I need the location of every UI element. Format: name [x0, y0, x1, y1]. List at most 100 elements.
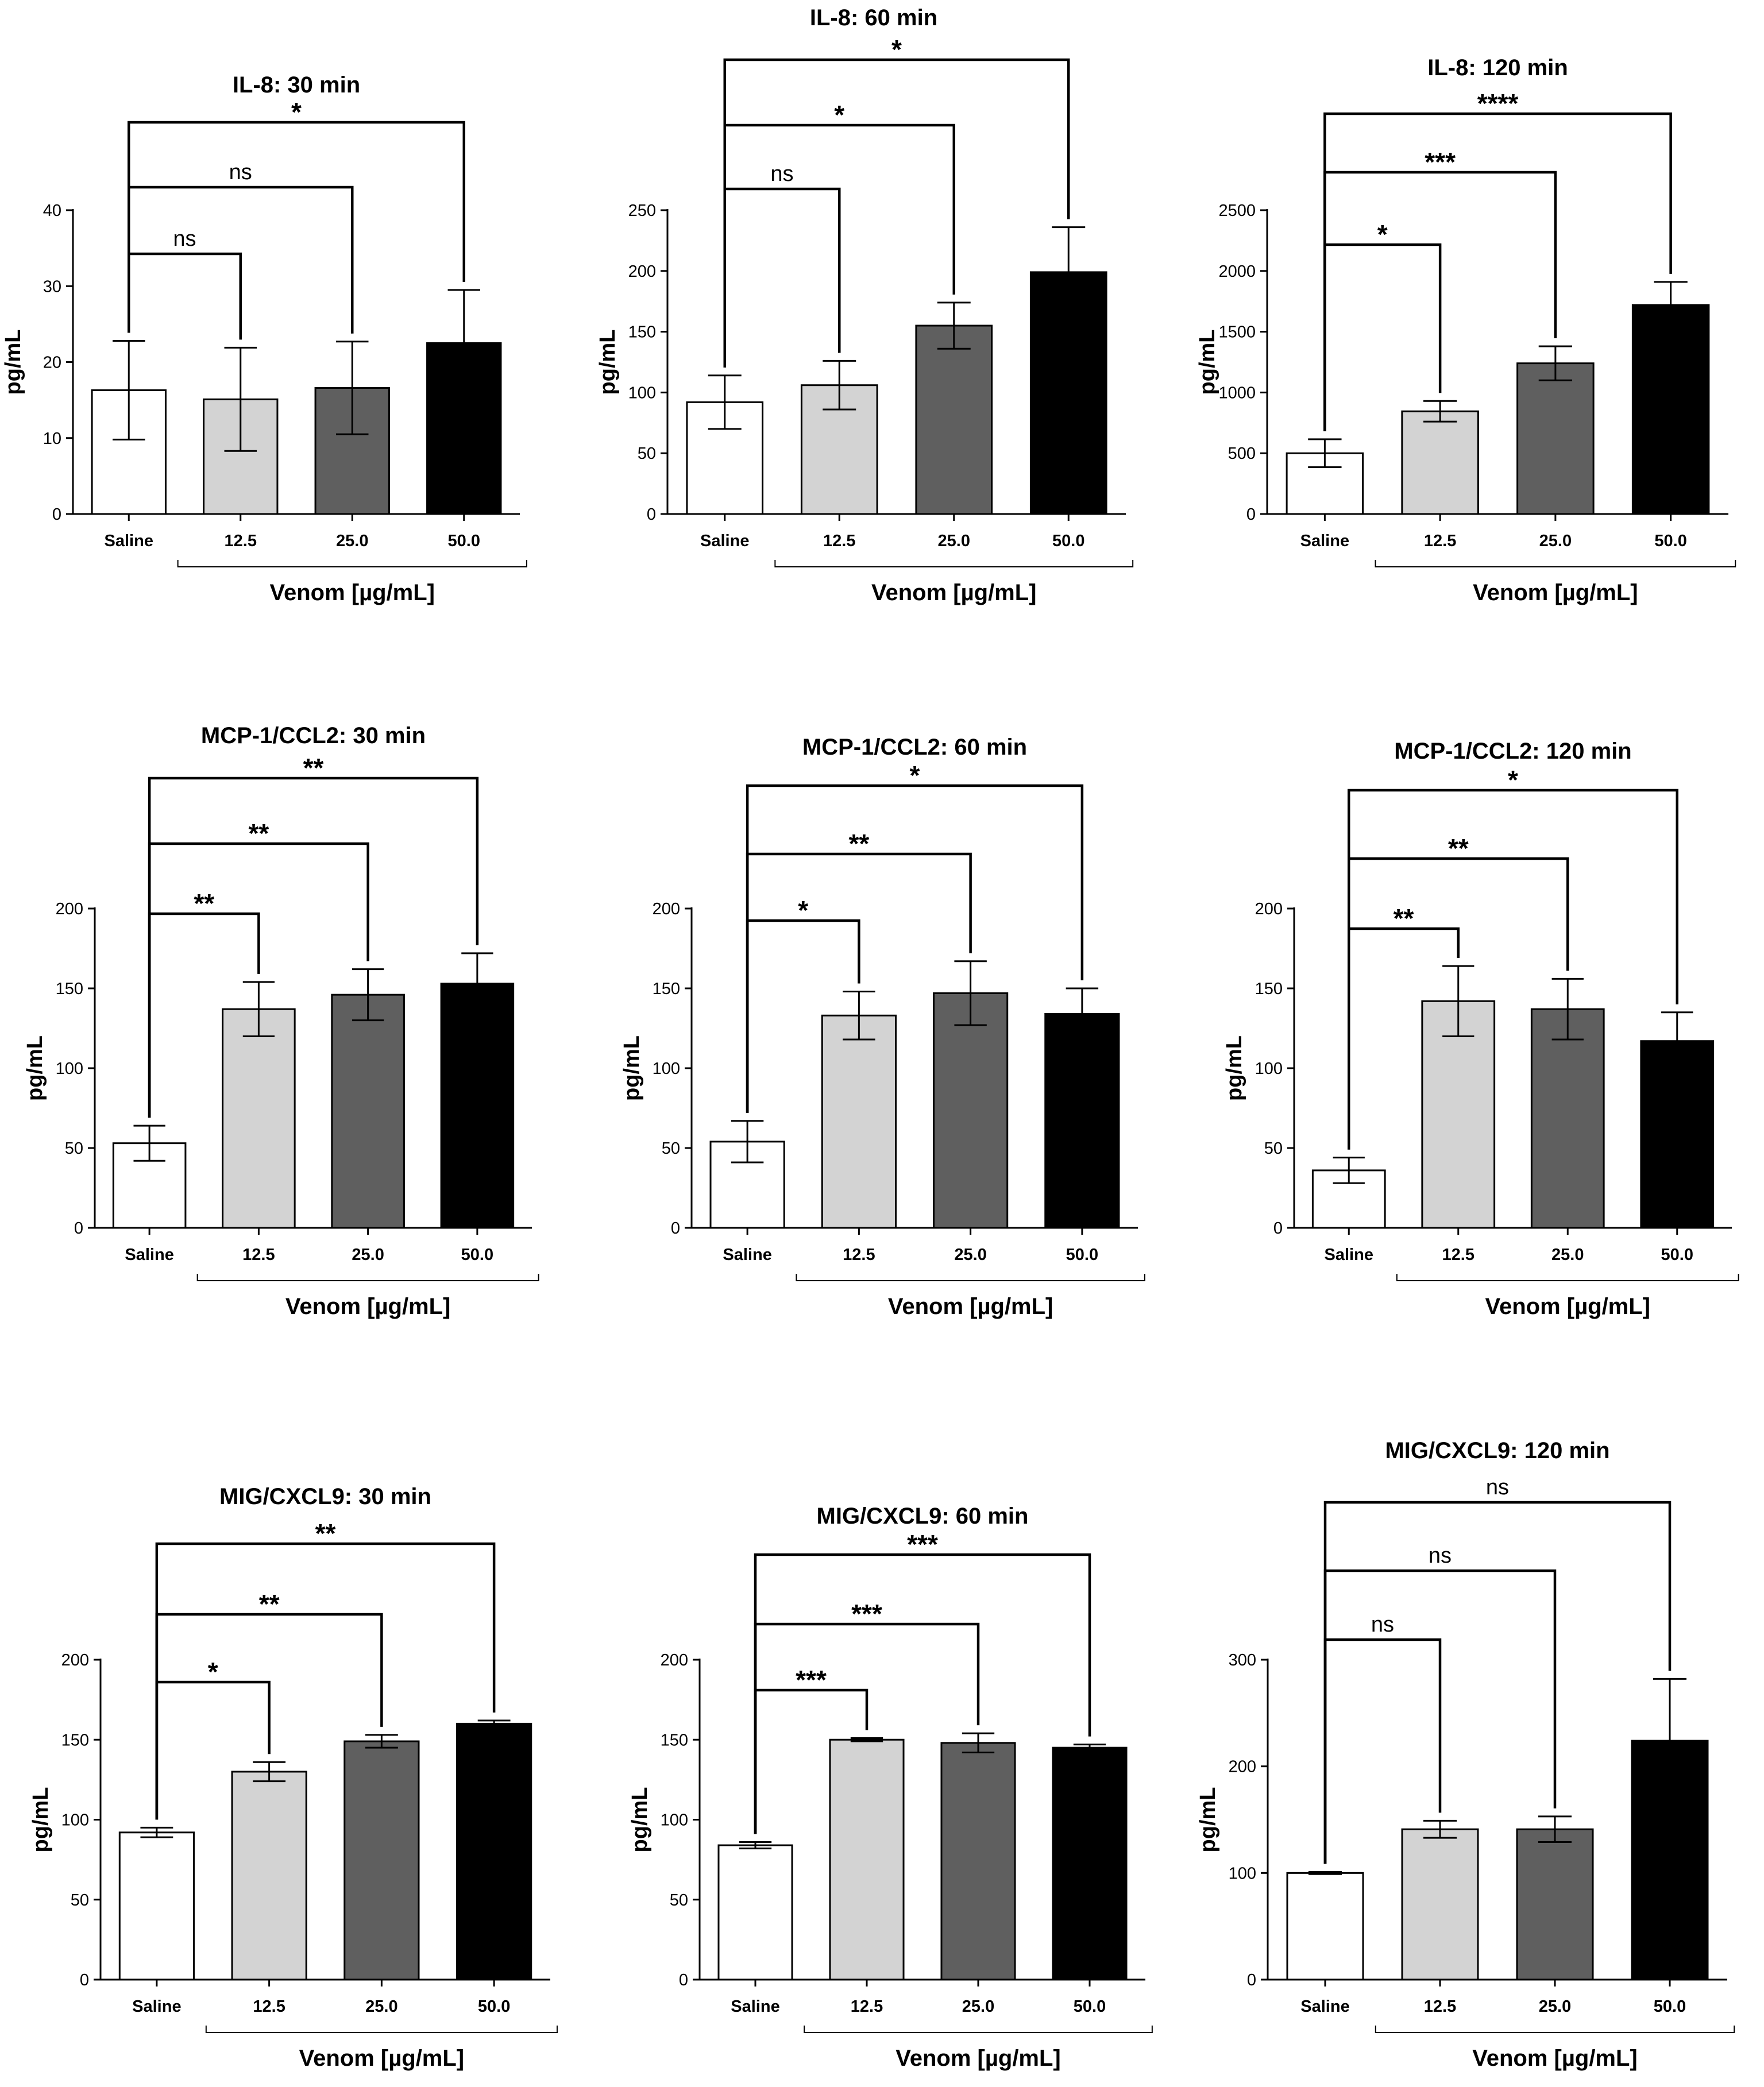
x-tick-label: 50.0 — [448, 532, 480, 550]
chart-panel-8: 0 50 100 150 200 Saline 12.5 25.0 50.0 Venom [µg/… — [628, 1504, 1153, 2071]
error-bar — [1333, 1157, 1365, 1184]
x-axis-title: Venom [µg/mL] — [895, 2046, 1061, 2071]
bar-50-0 — [1640, 1040, 1715, 1229]
error-bar — [1442, 965, 1474, 1037]
y-tick-label: 50 — [71, 1891, 89, 1910]
y-axis-title: pg/mL — [23, 1035, 47, 1101]
bar-50-0 — [1044, 1012, 1120, 1229]
bar-12-5 — [1421, 1000, 1496, 1229]
significance-label: * — [291, 97, 302, 127]
significance-label: ** — [1394, 903, 1414, 933]
y-tick-label: 200 — [56, 900, 83, 918]
x-tick-label: 50.0 — [1654, 532, 1686, 550]
error-bar — [1052, 226, 1086, 318]
error-bar — [253, 1761, 286, 1783]
bar-25-0 — [1516, 362, 1595, 515]
x-tick-label: Saline — [731, 1997, 779, 2016]
significance-bracket — [746, 784, 1084, 1113]
significance-bracket — [155, 1542, 496, 1820]
x-axis-title: Venom [µg/mL] — [888, 1294, 1053, 1319]
significance-label: * — [834, 100, 844, 130]
x-axis-title: Venom [µg/mL] — [270, 580, 435, 605]
y-tick-label: 200 — [1255, 900, 1283, 918]
y-axis-title: pg/mL — [1222, 1035, 1246, 1101]
error-bar — [447, 289, 480, 397]
chart-panel-5: 0 50 100 150 200 Saline 12.5 25.0 50.0 Venom [µg/… — [620, 735, 1145, 1319]
group-bracket — [774, 560, 1134, 567]
error-bar — [1661, 1011, 1693, 1071]
y-tick-label: 100 — [653, 1060, 680, 1078]
x-tick-label: 12.5 — [1442, 1246, 1474, 1264]
bar-50-0 — [1631, 304, 1710, 515]
error-bar — [1423, 400, 1457, 423]
y-tick-label: 150 — [653, 980, 680, 998]
bar-saline — [1286, 1872, 1364, 1981]
x-tick-label: 50.0 — [1074, 1997, 1106, 2016]
x-tick-label: 50.0 — [478, 1997, 510, 2016]
x-tick-label: 12.5 — [253, 1997, 285, 2016]
x-tick-label: Saline — [1300, 1997, 1349, 2016]
y-tick-label: 10 — [43, 430, 61, 448]
significance-bracket — [1323, 112, 1672, 431]
x-tick-label: 12.5 — [843, 1246, 875, 1264]
x-axis-title: Venom [µg/mL] — [299, 2046, 465, 2071]
x-tick-label: 50.0 — [1661, 1246, 1693, 1264]
x-axis-title: Venom [µg/mL] — [285, 1294, 451, 1319]
x-tick-label: Saline — [1300, 532, 1349, 550]
bar-12-5 — [821, 1014, 897, 1229]
x-tick-label: Saline — [132, 1997, 181, 2016]
x-tick-label: 25.0 — [938, 532, 970, 550]
group-bracket — [1375, 560, 1736, 567]
bar-25-0 — [1516, 1828, 1594, 1981]
error-bar — [1551, 977, 1584, 1041]
bar-12-5 — [231, 1771, 307, 1981]
error-bar — [1308, 1870, 1342, 1875]
x-tick-label: 25.0 — [336, 532, 368, 550]
error-bar — [823, 360, 856, 411]
significance-label: ns — [770, 162, 793, 186]
y-tick-label: 250 — [628, 202, 656, 220]
significance-label: ** — [248, 818, 269, 848]
y-tick-label: 200 — [628, 262, 656, 281]
bar-12-5 — [829, 1738, 905, 1981]
bar-50-0 — [456, 1722, 532, 1981]
y-tick-label: 2000 — [1218, 262, 1256, 281]
y-tick-label: 300 — [1229, 1651, 1256, 1669]
significance-label: ** — [303, 753, 324, 783]
x-tick-label: Saline — [105, 532, 153, 550]
significance-label: ns — [173, 227, 196, 251]
y-tick-label: 100 — [1255, 1060, 1283, 1078]
significance-bracket — [128, 252, 242, 340]
significance-label: ** — [1448, 833, 1469, 863]
significance-label: ns — [1371, 1613, 1394, 1637]
chart-panel-1: 0 10 20 30 40 Saline 12.5 25.0 50.0 Venom [µg/mL]… — [1, 72, 527, 605]
bar-50-0 — [440, 983, 515, 1229]
error-bar — [708, 374, 742, 430]
y-tick-label: 2500 — [1218, 202, 1256, 220]
significance-bracket — [754, 1553, 1091, 1834]
error-bar — [954, 960, 987, 1026]
y-tick-label: 20 — [43, 354, 61, 372]
group-bracket — [1375, 2026, 1735, 2033]
significance-label: * — [891, 34, 902, 64]
error-bar — [365, 1734, 398, 1749]
y-tick-label: 0 — [671, 1219, 680, 1238]
error-bar — [1538, 1815, 1572, 1843]
error-bar — [850, 1737, 883, 1742]
y-tick-label: 50 — [670, 1891, 688, 1910]
error-bar — [461, 952, 493, 1015]
error-bar — [1423, 1819, 1457, 1839]
significance-label: * — [798, 895, 808, 925]
group-bracket — [205, 2026, 558, 2033]
x-tick-label: 50.0 — [461, 1246, 493, 1264]
x-axis-title: Venom [µg/mL] — [871, 580, 1037, 605]
bar-25-0 — [331, 994, 405, 1229]
y-tick-label: 150 — [661, 1731, 688, 1749]
x-tick-label: 50.0 — [1654, 1997, 1686, 2016]
error-bar — [113, 339, 145, 440]
y-tick-label: 0 — [52, 505, 61, 524]
chart-title: MIG/CXCL9: 60 min — [817, 1504, 1029, 1529]
chart-panel-3: 0 500 1000 1500 2000 2500 Saline 12.5 25.0 50.0 Ve… — [1195, 55, 1736, 605]
significance-bracket — [1348, 789, 1678, 1150]
